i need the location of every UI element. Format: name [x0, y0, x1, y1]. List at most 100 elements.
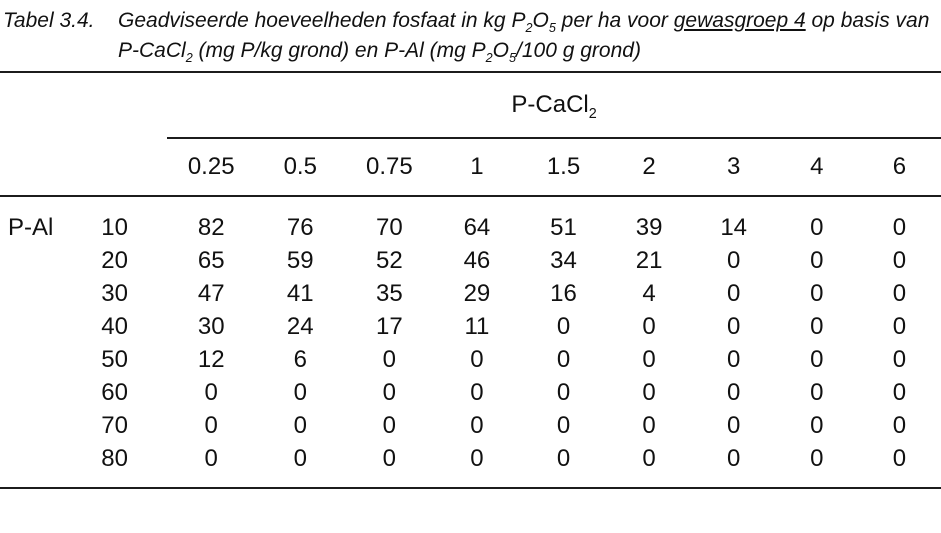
table-cell: 24 — [286, 312, 314, 340]
table-bottom-spacer — [0, 475, 941, 488]
subscript-text: 2 — [185, 51, 193, 66]
table-cell: 21 — [635, 246, 663, 274]
table-cell: 52 — [376, 246, 403, 274]
table-cell: 39 — [635, 213, 663, 241]
text-segment: per ha voor — [555, 9, 674, 32]
table-cell: 12 — [197, 345, 225, 373]
table-cell: 0 — [892, 213, 907, 241]
column-header: 3 — [691, 138, 776, 197]
table-cell: 0 — [726, 345, 741, 373]
table-cell: 0 — [642, 411, 656, 439]
phosphate-advice-table: P-CaCl2 0.25 0.5 0.75 1 1.5 2 3 4 6 P-Al 10 82 76 70… — [0, 71, 941, 489]
table-row: P-Al 10 82 76 70 64 51 39 14 0 0 — [0, 196, 941, 244]
table-cell: 70 — [376, 213, 403, 241]
table-cell: 59 — [286, 246, 314, 274]
group-header-row: P-CaCl2 — [0, 72, 941, 139]
table-cell: 0 — [726, 444, 741, 472]
table-cell: 0 — [810, 312, 824, 340]
table-body: P-Al 10 82 76 70 64 51 39 14 0 0 20 65 59 52 46 34 21 0 0 0 3… — [0, 196, 941, 488]
text-segment: O — [492, 39, 509, 62]
table-cell: 0 — [642, 312, 656, 340]
table-row: 20 65 59 52 46 34 21 0 0 0 — [0, 244, 941, 277]
row-axis-blank — [0, 343, 62, 376]
table-row: 50 12 6 0 0 0 0 0 0 0 — [0, 343, 941, 376]
column-header: 1.5 — [520, 138, 607, 197]
table-cell: 0 — [726, 312, 741, 340]
table-cell: 0 — [810, 378, 824, 406]
row-header: 70 — [101, 411, 128, 439]
column-header: 2 — [606, 138, 692, 197]
table-cell: 0 — [642, 345, 656, 373]
table-cell: 29 — [463, 279, 491, 307]
table-cell: 82 — [197, 213, 225, 241]
table-cell: 0 — [204, 444, 218, 472]
table-cell: 0 — [726, 279, 741, 307]
table-cell: 0 — [642, 378, 656, 406]
column-header-row: 0.25 0.5 0.75 1 1.5 2 3 4 6 — [0, 138, 941, 197]
row-axis-blank — [0, 244, 62, 277]
row-axis-blank — [0, 442, 62, 475]
row-axis-blank — [0, 277, 62, 310]
table-cell: 0 — [293, 378, 307, 406]
column-header: 0.25 — [167, 138, 256, 197]
spacer-cell — [0, 475, 941, 488]
subscript-text: 5 — [548, 21, 556, 36]
table-cell: 0 — [810, 279, 824, 307]
table-cell: 0 — [810, 246, 824, 274]
row-header: 10 — [101, 213, 128, 241]
table-cell: 51 — [550, 213, 577, 241]
table-cell: 0 — [556, 411, 571, 439]
table-cell: 0 — [470, 378, 484, 406]
table-cell: 35 — [376, 279, 403, 307]
table-cell: 0 — [892, 444, 907, 472]
table-cell: 0 — [470, 444, 484, 472]
table-cell: 76 — [286, 213, 314, 241]
row-axis-blank — [0, 310, 62, 343]
table-cell: 6 — [293, 345, 307, 373]
table-cell: 64 — [463, 213, 491, 241]
table-cell: 65 — [197, 246, 225, 274]
table-cell: 14 — [720, 213, 748, 241]
text-segment: P-CaCl — [511, 91, 589, 118]
column-header: 1 — [433, 138, 521, 197]
table-cell: 17 — [376, 312, 403, 340]
table-cell: 0 — [293, 444, 307, 472]
table-row: 30 47 41 35 29 16 4 0 0 0 — [0, 277, 941, 310]
text-segment: /100 g grond) — [516, 39, 641, 62]
column-header: 4 — [775, 138, 858, 197]
table-cell: 0 — [642, 444, 656, 472]
table-cell: 0 — [810, 411, 824, 439]
row-header: 80 — [101, 444, 128, 472]
column-group-header: P-CaCl2 — [167, 72, 941, 139]
table-cell: 0 — [726, 378, 741, 406]
table-cell: 41 — [286, 279, 314, 307]
table-cell: 0 — [382, 444, 397, 472]
column-header: 0.5 — [255, 138, 346, 197]
row-axis-label: P-Al — [8, 213, 54, 241]
table-cell: 0 — [204, 411, 218, 439]
table-cell: 0 — [892, 279, 907, 307]
table-cell: 0 — [892, 246, 907, 274]
table-row: 70 0 0 0 0 0 0 0 0 0 — [0, 409, 941, 442]
corner-blank — [0, 72, 167, 138]
table-cell: 0 — [382, 411, 397, 439]
table-cell: 46 — [463, 246, 491, 274]
table-cell: 0 — [810, 444, 824, 472]
row-header: 30 — [101, 279, 128, 307]
row-axis-blank — [0, 409, 62, 442]
row-header: 20 — [101, 246, 128, 274]
table-row: 40 30 24 17 11 0 0 0 0 0 — [0, 310, 941, 343]
table-cell: 0 — [810, 213, 824, 241]
table-cell: 16 — [550, 279, 577, 307]
row-header: 60 — [101, 378, 128, 406]
subscript-text: 2 — [588, 105, 597, 122]
caption-line-2: P-CaCl2 (mg P/kg grond) en P-Al (mg P2O5… — [118, 36, 933, 66]
table-cell: 0 — [892, 345, 907, 373]
text-segment: O — [532, 9, 549, 32]
table-cell: 0 — [556, 378, 571, 406]
table-cell: 0 — [892, 378, 907, 406]
text-segment: gewasgroep 4 — [673, 9, 806, 32]
row-header: 40 — [101, 312, 128, 340]
caption-line-1: Geadviseerde hoeveelheden fosfaat in kg … — [118, 6, 933, 36]
